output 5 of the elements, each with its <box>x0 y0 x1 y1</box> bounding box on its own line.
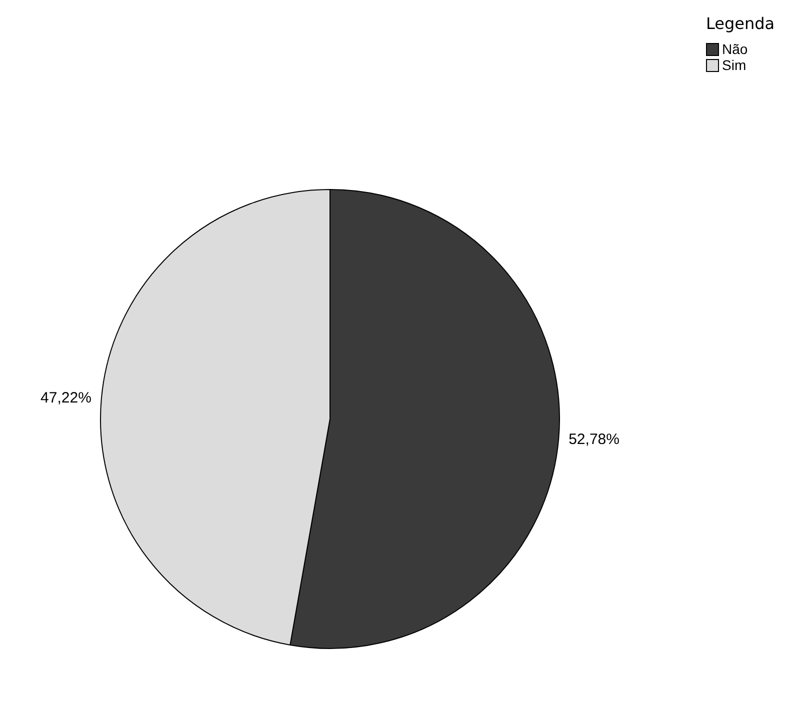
data-label: 52,78% <box>568 431 620 448</box>
data-label: 47,22% <box>40 389 92 406</box>
legend-label: Sim <box>722 57 746 73</box>
legend-title: Legenda <box>706 14 775 33</box>
legend-label: Não <box>722 41 748 57</box>
